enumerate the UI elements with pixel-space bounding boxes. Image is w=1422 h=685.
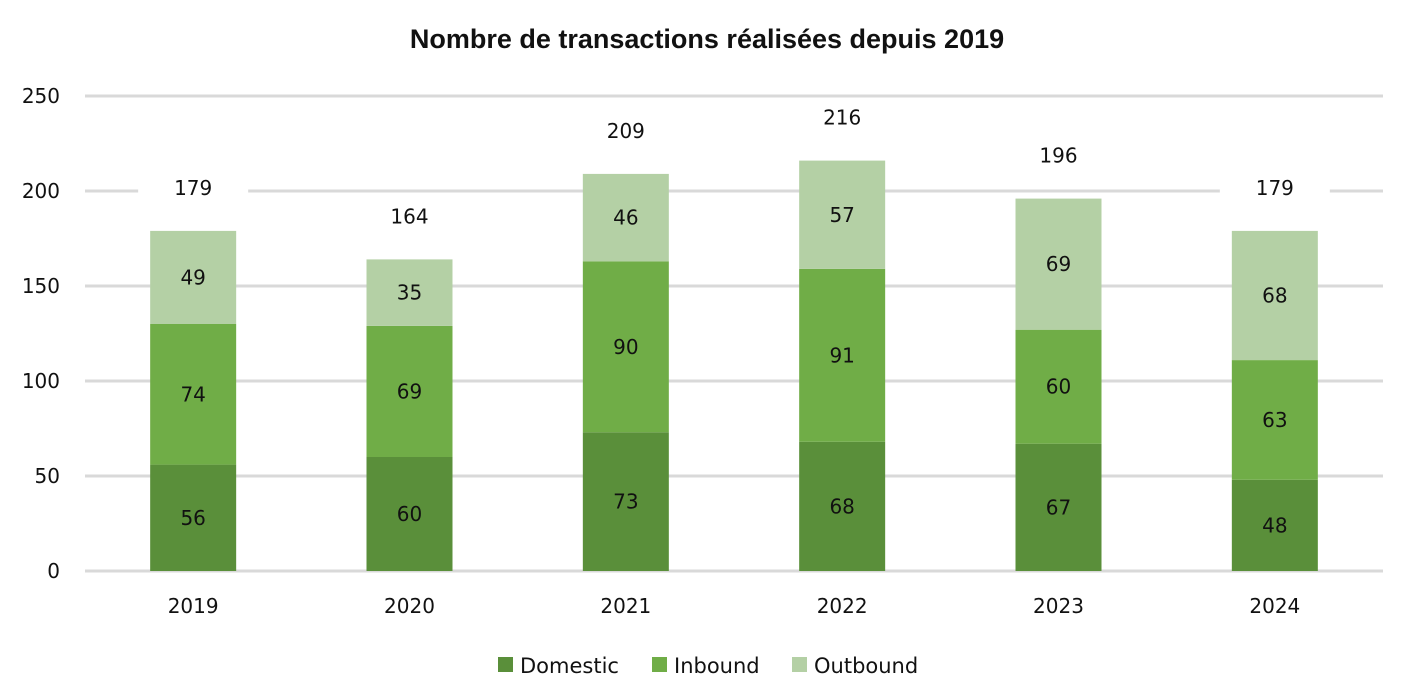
legend-label-inbound: Inbound [674,654,760,678]
data-label: 56 [180,506,205,530]
bar-segment-outbound [366,259,453,326]
data-label: 68 [1262,284,1287,308]
y-tick-label: 0 [47,559,60,583]
total-label: 164 [390,204,428,228]
bar-segment-domestic [366,457,453,571]
legend-swatch-domestic [498,657,513,672]
total-label-bg [570,115,681,146]
bar-segment-inbound [1015,329,1102,444]
data-label: 49 [180,265,205,289]
bar-segment-inbound [582,261,669,433]
bar-segment-outbound [1015,198,1102,330]
bar-segment-outbound [582,173,669,262]
legend-label-domestic: Domestic [520,654,619,678]
total-label: 196 [1039,144,1077,168]
data-label: 35 [397,281,422,305]
y-tick-label: 150 [22,274,60,298]
total-label: 209 [607,119,645,143]
data-label: 48 [1262,513,1287,537]
bars: 56 74 49 179 60 69 35 164 73 90 46 209 68 91 57 216 67 60… [138,102,1330,571]
x-tick-label: 2019 [168,594,219,618]
bar-segment-inbound [1231,360,1318,480]
data-label: 63 [1262,408,1287,432]
data-label: 67 [1046,495,1071,519]
x-tick-label: 2022 [817,594,868,618]
y-tick-label: 200 [22,179,60,203]
bar-segment-domestic [1231,479,1318,571]
data-label: 73 [613,490,638,514]
total-label: 179 [1256,176,1294,200]
y-tick-label: 50 [35,464,60,488]
total-label-bg [787,102,898,133]
bar-segment-inbound [799,268,886,442]
data-label: 69 [397,379,422,403]
data-label: 74 [180,382,205,406]
bar-segment-inbound [150,324,237,465]
x-tick-label: 2023 [1033,594,1084,618]
bar-segment-domestic [799,441,886,571]
x-tick-label: 2020 [384,594,435,618]
data-label: 90 [613,335,638,359]
data-label: 57 [829,203,854,227]
x-tick-label: 2021 [600,594,651,618]
x-tick-label: 2024 [1249,594,1300,618]
bar-segment-outbound [799,160,886,269]
total-label-bg [1219,172,1330,203]
data-label: 91 [829,343,854,367]
legend-swatch-outbound [792,657,807,672]
bar-segment-domestic [582,432,669,571]
data-label: 69 [1046,252,1071,276]
data-label: 46 [613,206,638,230]
data-label: 60 [1046,375,1071,399]
legend-label-outbound: Outbound [814,654,918,678]
legend-swatch-inbound [652,657,667,672]
total-label: 216 [823,106,861,130]
gridlines [85,94,1383,573]
total-label-bg [138,172,249,203]
data-label: 60 [397,502,422,526]
bar-segment-outbound [1231,230,1318,361]
bar-segment-outbound [150,230,237,324]
y-tick-label: 250 [22,84,60,108]
data-label: 68 [829,494,854,518]
x-axis-ticks: 2019 2020 2021 2022 2023 2024 [168,594,1301,618]
y-axis-ticks: 0 50 100 150 200 250 [22,84,60,583]
total-label: 179 [174,176,212,200]
total-label-bg [354,201,465,232]
legend: Domestic Inbound Outbound [498,654,918,678]
chart-title: Nombre de transactions réalisées depuis … [410,24,1004,54]
bar-segment-domestic [150,464,237,571]
y-tick-label: 100 [22,369,60,393]
total-label-bg [1003,140,1114,171]
bar-segment-inbound [366,325,453,457]
bar-segment-domestic [1015,443,1102,571]
